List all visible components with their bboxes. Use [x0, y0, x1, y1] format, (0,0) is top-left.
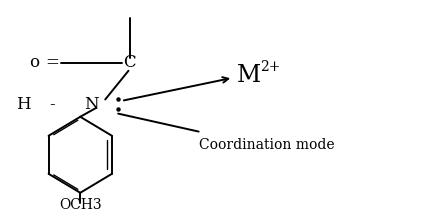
- Text: =: =: [45, 54, 59, 71]
- Text: Coordination mode: Coordination mode: [199, 138, 334, 152]
- Text: OCH3: OCH3: [59, 199, 102, 212]
- Text: N: N: [84, 96, 99, 113]
- Text: -: -: [49, 96, 55, 113]
- Text: C: C: [123, 54, 136, 71]
- Text: 2+: 2+: [260, 60, 280, 74]
- Text: M: M: [237, 64, 262, 87]
- Text: H: H: [16, 96, 31, 113]
- Text: o: o: [29, 54, 39, 71]
